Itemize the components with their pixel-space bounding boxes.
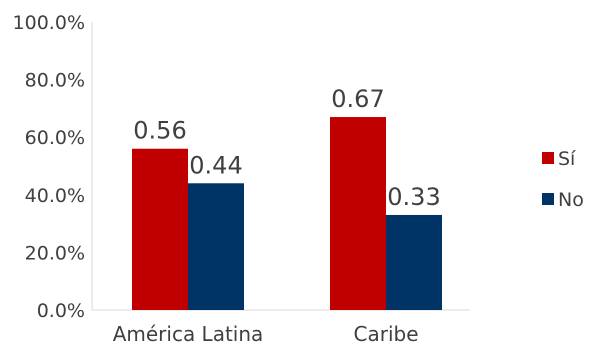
legend-swatch — [542, 193, 554, 205]
data-label: 0.56 — [133, 117, 186, 145]
x-axis: América Latina Caribe — [92, 309, 470, 346]
bar-si-0 — [132, 148, 188, 310]
legend-label: Sí — [558, 148, 576, 170]
y-axis: 0.0% 20.0% 40.0% 60.0% 80.0% 100.0% — [13, 12, 93, 322]
data-labels: 0.560.44 0.67 0.33 — [133, 85, 440, 211]
x-category-label: Caribe — [354, 322, 419, 346]
legend-swatch — [542, 152, 554, 164]
legend-label: No — [558, 189, 584, 211]
legend: Sí No — [542, 148, 584, 211]
y-tick-label: 60.0% — [25, 127, 85, 149]
y-tick-label: 20.0% — [25, 242, 85, 264]
bars — [132, 117, 442, 310]
data-label: 0.33 — [387, 183, 440, 211]
y-tick-label: 100.0% — [13, 12, 85, 34]
bar-no-0 — [188, 183, 244, 310]
bar-no-1 — [386, 214, 442, 310]
data-label: 0.67 — [331, 85, 384, 113]
x-category-label: América Latina — [113, 322, 264, 346]
data-label: 0.44 — [189, 151, 242, 179]
y-tick-label: 40.0% — [25, 185, 85, 207]
y-tick-label: 80.0% — [25, 70, 85, 92]
bar-si-1 — [330, 117, 386, 310]
y-tick-label: 0.0% — [37, 300, 85, 322]
